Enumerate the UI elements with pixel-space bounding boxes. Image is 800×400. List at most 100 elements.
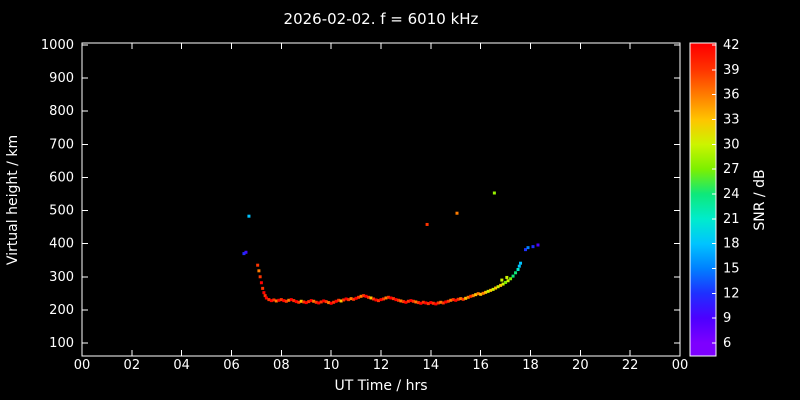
- data-point: [347, 298, 351, 302]
- data-point: [242, 252, 246, 256]
- data-point: [257, 269, 261, 273]
- y-tick-label: 1000: [41, 38, 74, 53]
- data-point: [519, 261, 523, 265]
- data-point: [386, 295, 390, 299]
- data-point: [309, 299, 313, 303]
- data-point: [302, 300, 306, 304]
- data-point: [464, 296, 468, 300]
- y-tick-label: 200: [49, 303, 74, 318]
- data-point: [504, 280, 508, 284]
- data-point: [287, 298, 291, 302]
- data-point: [531, 245, 535, 249]
- x-tick-label: 16: [472, 358, 489, 373]
- data-point: [259, 281, 263, 285]
- data-point: [426, 302, 430, 306]
- data-point: [299, 299, 303, 303]
- colorbar-tick-label: 42: [723, 38, 740, 53]
- y-tick-label: 100: [49, 336, 74, 351]
- data-point: [492, 191, 496, 195]
- data-point: [322, 299, 326, 303]
- x-tick-label: 02: [124, 358, 141, 373]
- data-point: [332, 300, 336, 304]
- data-point: [514, 271, 518, 275]
- data-point: [414, 300, 418, 304]
- data-point: [256, 263, 260, 267]
- data-point: [274, 299, 278, 303]
- data-point: [466, 295, 470, 299]
- x-tick-label: 00: [672, 358, 689, 373]
- data-point: [262, 291, 266, 295]
- data-point: [369, 296, 373, 300]
- x-tick-label: 00: [74, 358, 91, 373]
- data-point: [441, 301, 445, 305]
- data-point: [425, 222, 429, 226]
- x-tick-label: 18: [522, 358, 539, 373]
- data-point: [367, 295, 371, 299]
- colorbar-tick-label: 15: [723, 262, 740, 277]
- data-point: [349, 297, 353, 301]
- data-point: [479, 292, 483, 296]
- data-point: [499, 283, 503, 287]
- data-point: [327, 301, 331, 305]
- data-point: [455, 211, 459, 215]
- data-point: [517, 264, 521, 268]
- data-point: [419, 301, 423, 305]
- data-point: [481, 291, 485, 295]
- data-point: [444, 300, 448, 304]
- data-point: [431, 301, 435, 305]
- data-point: [304, 301, 308, 305]
- data-point: [459, 297, 463, 301]
- data-point: [451, 298, 455, 302]
- data-point: [294, 300, 298, 304]
- colorbar-tick-label: 24: [723, 187, 740, 202]
- x-tick-label: 06: [223, 358, 240, 373]
- x-tick-label: 22: [622, 358, 639, 373]
- data-point: [471, 294, 475, 298]
- data-point: [364, 294, 368, 298]
- data-point: [284, 299, 288, 303]
- data-point: [272, 298, 276, 302]
- data-point: [434, 302, 438, 306]
- x-tick-label: 20: [572, 358, 589, 373]
- data-point: [406, 299, 410, 303]
- data-point: [474, 293, 478, 297]
- data-point: [337, 298, 341, 302]
- colorbar: 6 9 12 15 18 21 24 27 30 33 36 39 42: [689, 38, 740, 357]
- data-point: [454, 298, 458, 302]
- data-point: [314, 300, 318, 304]
- data-point: [267, 298, 271, 302]
- y-tick-label: 400: [49, 237, 74, 252]
- data-point: [307, 300, 311, 304]
- data-point: [264, 296, 268, 300]
- x-tick-label: 12: [373, 358, 390, 373]
- y-tick-label: 700: [49, 137, 74, 152]
- data-point: [526, 246, 530, 250]
- data-point: [389, 296, 393, 300]
- data-point: [334, 299, 338, 303]
- data-point: [247, 214, 251, 218]
- data-point: [524, 248, 528, 252]
- data-point: [352, 297, 356, 301]
- colorbar-gradient: [689, 42, 717, 357]
- y-axis-label: Virtual height / km: [5, 135, 21, 265]
- data-point: [344, 297, 348, 301]
- data-point: [391, 297, 395, 301]
- data-point: [476, 292, 480, 296]
- data-point: [374, 298, 378, 302]
- data-point: [501, 282, 505, 286]
- y-axis-ticks: 100 200 300 400 500 600 700 800 900 1000: [41, 38, 680, 351]
- data-point: [486, 289, 490, 293]
- data-point: [292, 299, 296, 303]
- x-tick-label: 04: [173, 358, 190, 373]
- data-point: [489, 288, 493, 292]
- data-point: [312, 299, 316, 303]
- data-point: [409, 299, 413, 303]
- data-point: [446, 299, 450, 303]
- data-point: [379, 298, 383, 302]
- data-point: [279, 298, 283, 302]
- colorbar-tick-label: 39: [723, 63, 740, 78]
- colorbar-tick-label: 27: [723, 162, 740, 177]
- data-point: [399, 299, 403, 303]
- data-point: [329, 301, 333, 305]
